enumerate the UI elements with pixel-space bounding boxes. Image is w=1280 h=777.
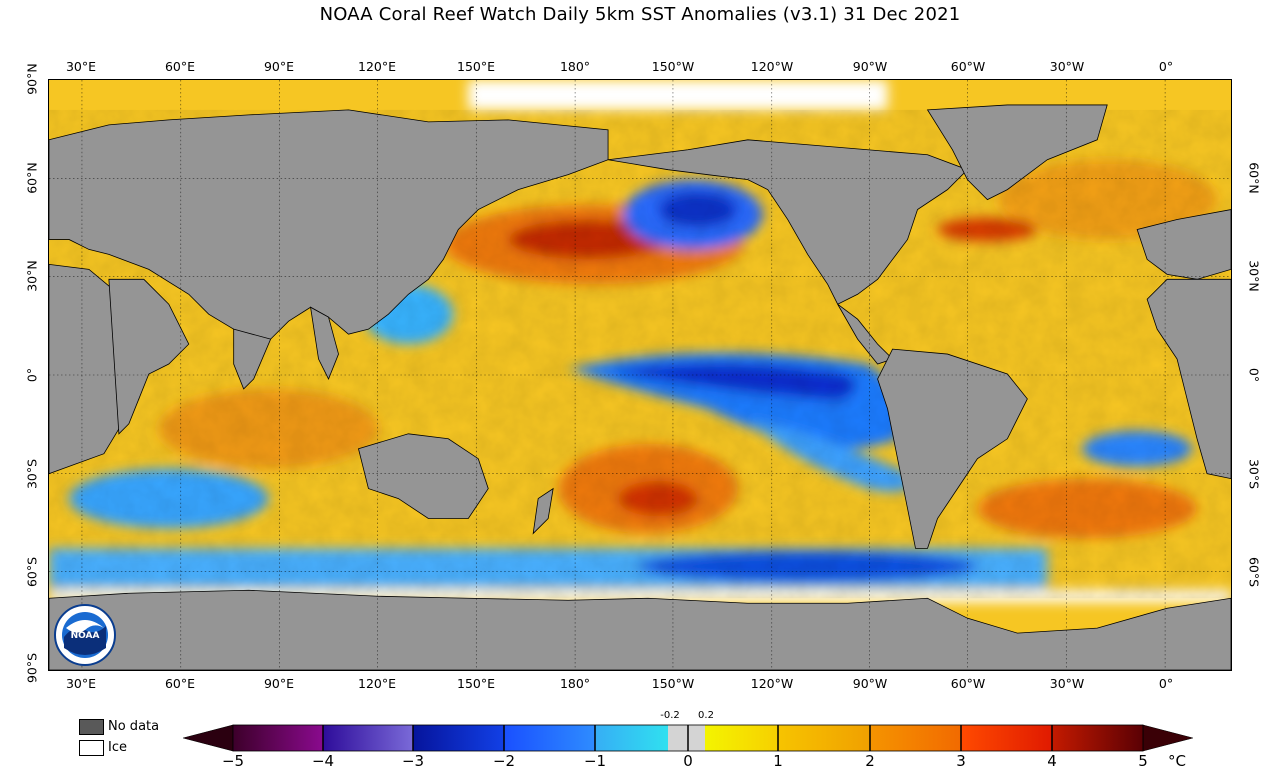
land-africa-west (1146, 278, 1231, 480)
lon-tick-bottom: 30°E (65, 676, 97, 691)
lon-tick-top: 0° (1158, 59, 1174, 74)
colorbar-seg (323, 725, 413, 751)
lon-tick-bottom: 90°E (263, 676, 295, 691)
colorbar-label: 1 (773, 752, 783, 770)
lon-tick-bottom: 150°W (651, 676, 695, 691)
colorbar-seg (233, 725, 323, 751)
colorbar-seg (870, 725, 961, 751)
colorbar-label: 5 (1138, 752, 1148, 770)
colorbar-seg (778, 725, 870, 751)
land-australia (357, 433, 489, 519)
colorbar-label: 4 (1047, 752, 1057, 770)
colorbar-label: −2 (492, 752, 516, 770)
lat-tick-left: 60°N (24, 162, 40, 194)
land-new-zealand (532, 487, 554, 535)
land-eurasia (49, 109, 609, 352)
colorbar-neutral (668, 725, 705, 751)
lon-tick-bottom: 60°W (950, 676, 986, 691)
land-se-asia (310, 306, 339, 380)
colorbar-seg (504, 725, 595, 751)
colorbar-seg (961, 725, 1052, 751)
colorbar-unit: °C (1168, 752, 1186, 770)
lat-tick-right: 30°S (1246, 458, 1262, 490)
lon-tick-top: 30°E (65, 59, 97, 74)
logo-text: NOAA (71, 631, 100, 641)
colorbar-seg (1052, 725, 1143, 751)
land-south-america (877, 348, 1028, 549)
lat-tick-left: 90°S (24, 652, 40, 684)
colorbar-inner-label: -0.2 (660, 710, 680, 721)
lat-tick-left: 30°N (24, 260, 40, 292)
lat-tick-right: 60°N (1246, 162, 1262, 194)
colorbar-label: 3 (956, 752, 966, 770)
colorbar-seg (705, 725, 778, 751)
lon-tick-top: 90°W (852, 59, 888, 74)
colorbar-label: −5 (221, 752, 245, 770)
lon-tick-top: 120°W (750, 59, 794, 74)
lon-tick-top: 150°E (456, 59, 496, 74)
lon-tick-bottom: 150°E (456, 676, 496, 691)
colorbar-label: −3 (401, 752, 425, 770)
lon-tick-bottom: 0° (1158, 676, 1174, 691)
colorbar-label: 0 (683, 752, 693, 770)
lon-tick-top: 60°W (950, 59, 986, 74)
lon-tick-top: 90°E (263, 59, 295, 74)
ice-label: Ice (108, 740, 127, 755)
ice-swatch (79, 740, 104, 756)
colorbar (183, 724, 1193, 752)
colorbar-high-arrow (1142, 724, 1193, 752)
lon-tick-top: 60°E (164, 59, 196, 74)
lat-tick-right: 0° (1246, 367, 1262, 383)
colorbar-label: −1 (583, 752, 607, 770)
noaa-logo: NOAA (54, 604, 116, 666)
lon-tick-bottom: 60°E (164, 676, 196, 691)
lat-tick-left: 60°S (24, 556, 40, 588)
lat-tick-left: 90°N (24, 63, 40, 95)
map-title: NOAA Coral Reef Watch Daily 5km SST Anom… (319, 4, 961, 25)
sst-anomaly-map (48, 79, 1232, 671)
lon-tick-bottom: 30°W (1049, 676, 1085, 691)
lon-tick-top: 30°W (1049, 59, 1085, 74)
lon-tick-bottom: 90°W (852, 676, 888, 691)
no-data-label: No data (108, 719, 160, 734)
colorbar-inner-label: 0.2 (698, 710, 714, 721)
land-europe (1136, 209, 1231, 280)
lat-tick-left: 0° (24, 367, 40, 383)
colorbar-low-arrow (183, 724, 234, 752)
lon-tick-bottom: 120°E (357, 676, 397, 691)
arctic-ice (468, 80, 888, 110)
lon-tick-bottom: 120°W (750, 676, 794, 691)
land-india (233, 328, 272, 390)
land-antarctica (49, 589, 1231, 670)
land-africa-east (108, 278, 190, 435)
lon-tick-bottom: 180° (559, 676, 591, 691)
lon-tick-top: 120°E (357, 59, 397, 74)
lon-tick-top: 180° (559, 59, 591, 74)
land-north-america (607, 139, 969, 305)
colorbar-label: −4 (311, 752, 335, 770)
land-greenland (926, 104, 1108, 201)
lat-tick-right: 60°S (1246, 556, 1262, 588)
lat-tick-right: 30°N (1246, 260, 1262, 292)
lat-tick-left: 30°S (24, 458, 40, 490)
colorbar-seg (413, 725, 504, 751)
colorbar-seg (595, 725, 668, 751)
no-data-swatch (79, 719, 104, 735)
colorbar-label: 2 (865, 752, 875, 770)
lon-tick-top: 150°W (651, 59, 695, 74)
